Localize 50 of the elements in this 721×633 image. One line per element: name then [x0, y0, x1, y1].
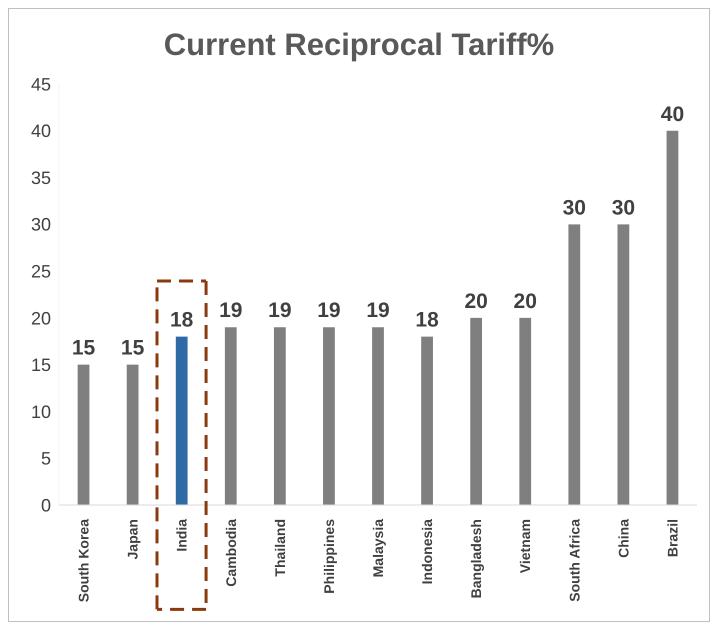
x-tick-label: Brazil	[664, 519, 680, 558]
y-tick-label: 10	[30, 402, 51, 422]
y-tick-label: 30	[30, 214, 51, 235]
x-tick-label: China	[615, 518, 632, 558]
x-tick-label: South Africa	[566, 518, 582, 602]
x-tick-label: Japan	[124, 519, 141, 560]
bar	[274, 327, 286, 505]
data-label: 40	[660, 102, 684, 126]
bar	[421, 336, 433, 505]
x-tick-label: Malaysia	[370, 518, 386, 578]
y-tick-label: 0	[40, 495, 51, 516]
x-tick-label: Thailand	[272, 519, 288, 577]
data-label: 19	[366, 299, 390, 322]
data-label: 20	[514, 290, 537, 313]
y-tick-label: 20	[30, 308, 51, 328]
bar	[224, 327, 237, 505]
y-tick-label: 15	[30, 355, 51, 376]
data-label: 19	[317, 299, 341, 322]
y-tick-label: 35	[30, 168, 51, 188]
bar	[78, 364, 90, 505]
bar	[617, 224, 630, 505]
data-label: 18	[170, 308, 194, 332]
x-tick-label: Bangladesh	[468, 519, 484, 598]
x-tick-label: Vietnam	[517, 519, 534, 574]
x-tick-label: Philippines	[320, 518, 337, 594]
data-label: 15	[120, 336, 145, 360]
y-tick-label: 25	[30, 262, 51, 282]
x-tick-label: South Korea	[76, 518, 92, 602]
bar	[176, 336, 188, 505]
y-tick-label: 5	[40, 448, 51, 469]
y-tick-label: 40	[30, 121, 51, 142]
data-label: 19	[268, 299, 292, 322]
data-label: 30	[612, 196, 636, 220]
bar	[126, 364, 139, 505]
x-tick-label: Indonesia	[419, 518, 436, 584]
bar	[519, 318, 532, 505]
bar	[372, 327, 384, 505]
x-tick-label: India	[174, 518, 190, 552]
data-label: 20	[464, 290, 488, 313]
bar	[666, 130, 678, 505]
bar	[568, 224, 580, 505]
bar	[470, 318, 482, 505]
data-label: 18	[415, 308, 440, 332]
data-label: 15	[72, 336, 96, 360]
x-tick-label: Cambodia	[222, 518, 239, 587]
data-label: 19	[219, 299, 242, 322]
bar	[323, 327, 335, 505]
chart-title: Current Reciprocal Tariff%	[162, 27, 556, 63]
y-tick-label: 45	[30, 74, 51, 94]
data-label: 30	[562, 196, 586, 220]
